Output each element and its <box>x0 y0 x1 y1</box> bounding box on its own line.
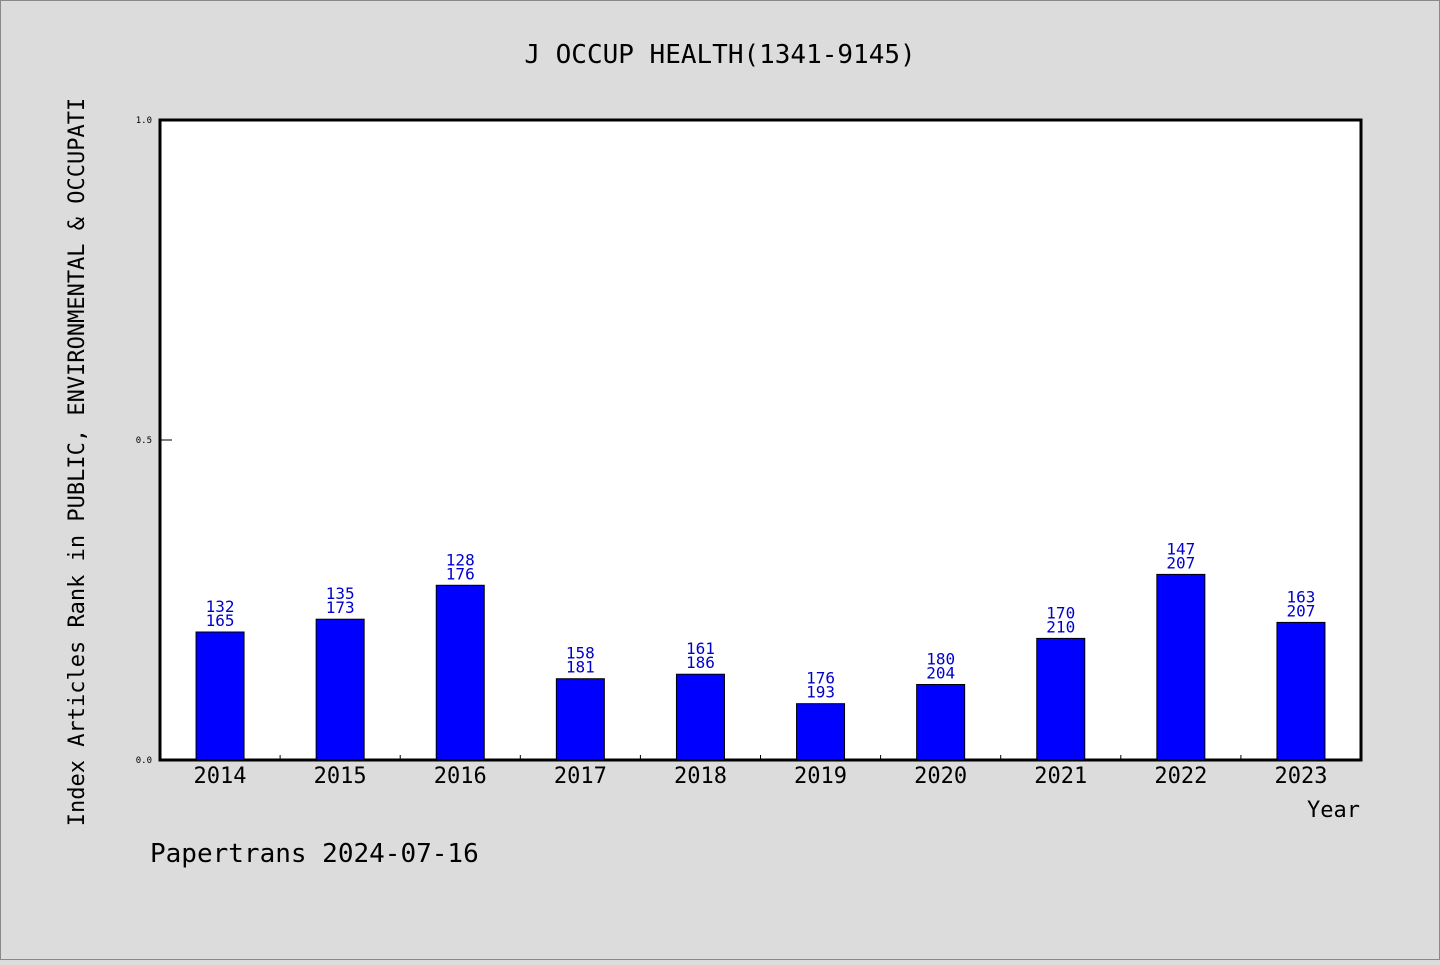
x-tick-label-2016: 2016 <box>434 764 487 789</box>
x-tick-label-2014: 2014 <box>194 764 247 789</box>
data-label-total-2015: 173 <box>326 598 355 617</box>
x-tick-label-2023: 2023 <box>1274 764 1327 789</box>
data-label-total-2019: 193 <box>806 683 835 702</box>
data-label-rank-2019: 176 <box>806 669 835 688</box>
data-label-rank-2021: 170 <box>1046 603 1075 622</box>
data-label-total-2018: 186 <box>686 653 715 672</box>
data-label-total-2023: 207 <box>1286 601 1315 620</box>
data-label-total-2014: 165 <box>206 611 235 630</box>
x-tick-label-2015: 2015 <box>314 764 367 789</box>
x-tick-label-2022: 2022 <box>1154 764 1207 789</box>
bar-2015 <box>315 618 365 761</box>
y-axis: 0.0 0.5 1.0 <box>136 116 172 766</box>
bar-2022 <box>1156 573 1206 761</box>
y-tick-label-1: 0.5 <box>136 436 152 446</box>
bar-2017 <box>555 678 605 761</box>
x-tick-label-2021: 2021 <box>1034 764 1087 789</box>
data-label-rank-2018: 161 <box>686 639 715 658</box>
chart-title: J OCCUP HEALTH(1341-9145) <box>524 40 915 70</box>
x-axis-label: Year <box>1307 798 1360 823</box>
x-tick-label-2020: 2020 <box>914 764 967 789</box>
data-label-rank-2017: 158 <box>566 644 595 663</box>
data-label-total-2022: 207 <box>1166 553 1195 572</box>
x-tick-label-2018: 2018 <box>674 764 727 789</box>
x-tick-label-2019: 2019 <box>794 764 847 789</box>
data-label-rank-2016: 128 <box>446 550 475 569</box>
data-labels-group: 1321651351731281761581811611861761931802… <box>206 539 1316 701</box>
data-label-rank-2023: 163 <box>1286 587 1315 606</box>
x-axis: 2014 2015 2016 2017 2018 2019 2020 2021 2022 2023 <box>194 755 1327 789</box>
data-label-rank-2020: 180 <box>926 649 955 668</box>
footer-credit: Papertrans 2024-07-16 <box>150 839 479 869</box>
x-tick-label-2017: 2017 <box>554 764 607 789</box>
data-label-rank-2015: 135 <box>326 584 355 603</box>
bar-2018 <box>675 673 725 761</box>
bar-2014 <box>195 631 245 761</box>
data-label-total-2017: 181 <box>566 658 595 677</box>
bar-2016 <box>435 584 485 761</box>
y-axis-label: Index Articles Rank in PUBLIC, ENVIRONME… <box>65 98 90 826</box>
data-label-rank-2022: 147 <box>1166 539 1195 558</box>
y-tick-label-0: 0.0 <box>136 756 152 766</box>
data-label-rank-2014: 132 <box>206 597 235 616</box>
data-label-total-2020: 204 <box>926 663 955 682</box>
y-tick-label-2: 1.0 <box>136 116 152 126</box>
bar-2023 <box>1276 621 1326 761</box>
data-label-total-2016: 176 <box>446 564 475 583</box>
data-label-total-2021: 210 <box>1046 617 1075 636</box>
bar-2020 <box>916 683 966 761</box>
bar-2019 <box>796 703 846 761</box>
bar-2021 <box>1036 637 1086 761</box>
bars-group <box>195 573 1326 761</box>
